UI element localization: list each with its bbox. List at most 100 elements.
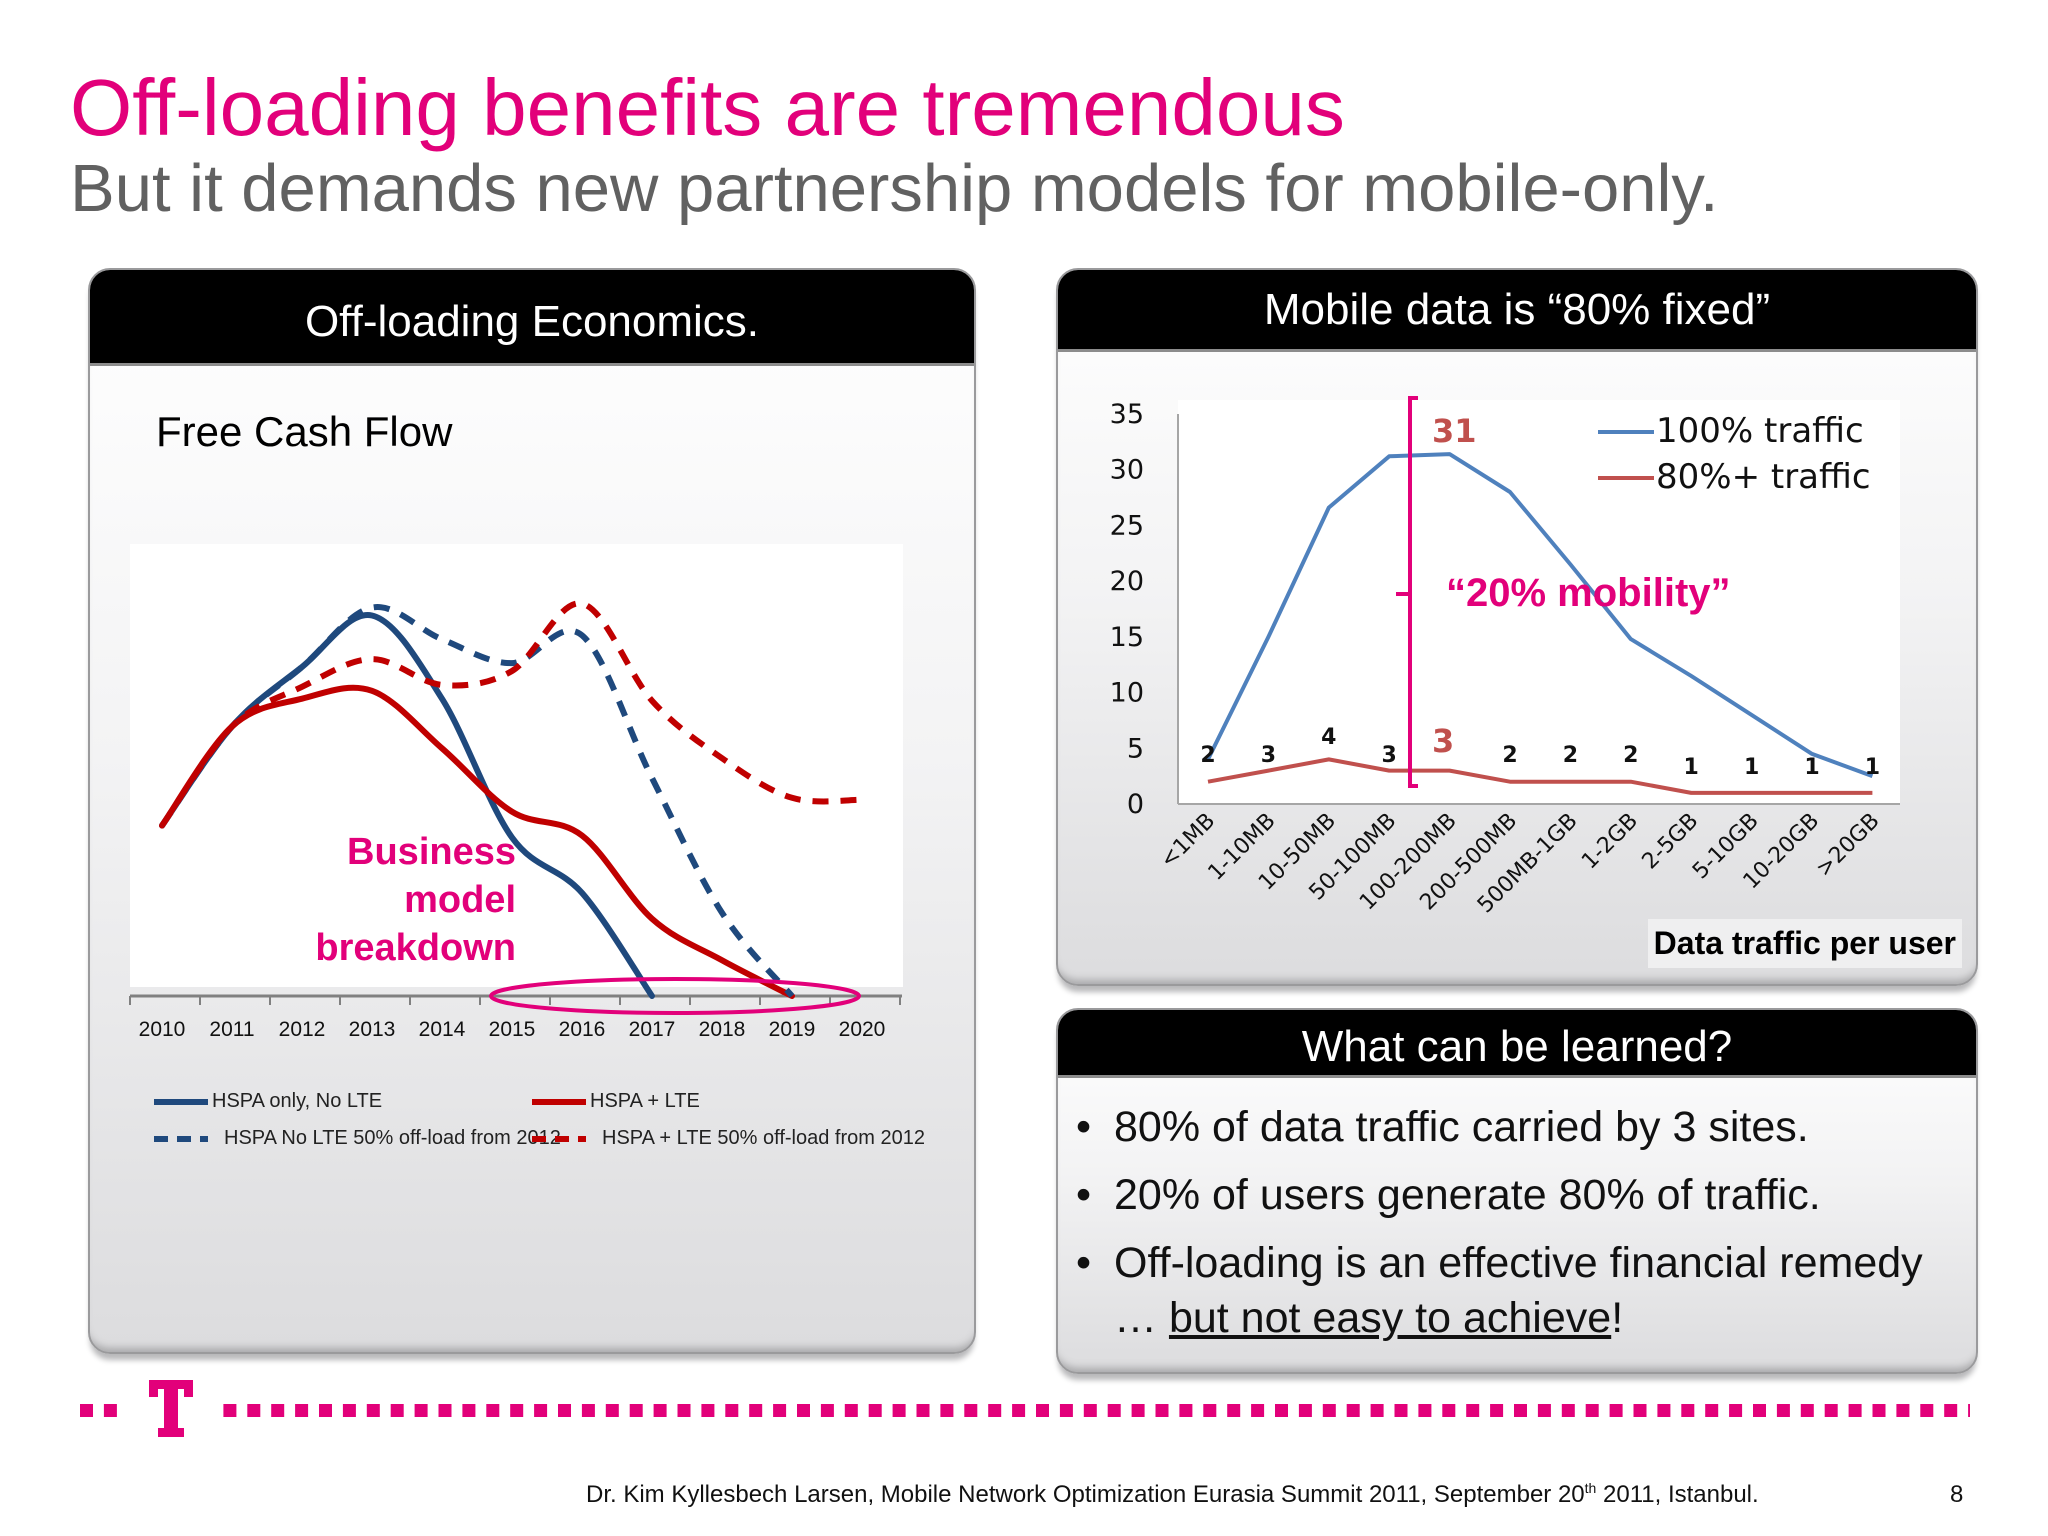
mobile-data-panel: Mobile data is “80% fixed” 0 5 10 15 20 25 30 3… [1056,268,1978,986]
brand-dot [1633,1404,1647,1417]
lesson-item: 80% of data traffic carried by 3 sites. [1072,1100,1952,1155]
brand-dot [1418,1404,1432,1417]
free-cash-flow-chart: 2010 2011 2012 2013 2014 2015 2016 2017 2018 2019… [129,600,902,1041]
brand-dot [271,1404,285,1417]
data-label: 3 [1382,743,1397,768]
legend-label: 100% traffic [1656,411,1864,451]
data-label: 2 [1563,743,1578,768]
series-line [159,600,863,828]
brand-dot [1848,1404,1862,1417]
brand-dot [1561,1404,1575,1417]
brand-dot [844,1404,858,1417]
x-tick-label: 2013 [349,1018,396,1041]
lesson-item: Off-loading is an effective financial re… [1072,1236,1952,1346]
y-tick-label: 35 [1110,399,1144,430]
brand-dot [1442,1404,1456,1417]
data-label: 2 [1200,743,1215,768]
brand-dot [1322,1404,1336,1417]
brand-dot [1729,1404,1743,1417]
x-tick-label: 2016 [559,1018,606,1041]
legend-label: 80%+ traffic [1656,457,1871,497]
what-can-be-learned-panel: What can be learned? 80% of data traffic… [1056,1008,1978,1374]
brand-dot [701,1404,715,1417]
data-traffic-per-user-label: Data traffic per user [1647,919,1962,968]
brand-dot [462,1404,476,1417]
data-label: 1 [1684,755,1699,780]
brand-dot [868,1404,882,1417]
footer-superscript: th [1584,1480,1597,1496]
traffic-plot-area [1178,400,1900,804]
brand-dot [1227,1404,1241,1417]
brand-dot [247,1404,261,1417]
brand-dot [1776,1404,1790,1417]
brand-dot [438,1404,452,1417]
brand-dot [1537,1404,1551,1417]
data-label: 4 [1321,725,1336,750]
brand-dot [1753,1404,1766,1417]
legend-label: HSPA only, No LTE [212,1090,383,1112]
x-tick-label: 2010 [139,1018,186,1041]
brand-dot [629,1404,643,1417]
legend-item: HSPA only, No LTE [152,1090,382,1113]
t-logo-icon [149,1380,193,1437]
brand-dot [988,1404,1002,1417]
brand-dot [1824,1404,1838,1417]
x-tick-label: 2018 [699,1018,746,1041]
y-tick-label: 15 [1110,622,1144,653]
brand-dot [1514,1404,1527,1417]
data-label: 2 [1502,743,1517,768]
x-tick-label: 2014 [419,1018,466,1041]
brand-dot [342,1404,356,1417]
brand-dot [390,1404,404,1417]
brand-dot [1179,1404,1193,1417]
brand-dot [1466,1404,1480,1417]
brand-dotted-line [80,1404,1970,1417]
brand-dot [1083,1404,1097,1417]
mobility-note: “20% mobility” [1446,571,1731,615]
brand-dot [223,1404,237,1417]
x-tick-label: 2012 [279,1018,326,1041]
brand-dot [1059,1404,1073,1417]
brand-dot [1657,1404,1671,1417]
x-tick-label: 2015 [489,1018,536,1041]
what-can-be-learned-header: What can be learned? [1058,1010,1976,1078]
brand-dot [1681,1404,1695,1417]
breakdown-line-1: Business [347,831,516,873]
brand-dot [319,1404,332,1417]
y-tick-label: 20 [1110,566,1144,597]
brand-dot [414,1404,428,1417]
footer-text: Dr. Kim Kyllesbech Larsen, Mobile Networ… [586,1481,1585,1508]
brand-dot [1609,1404,1623,1417]
legend-swatch [532,1135,586,1142]
brand-dot [1131,1404,1145,1417]
footer-text-end: 2011, Istanbul. [1596,1481,1759,1508]
y-tick-label: 30 [1110,455,1144,486]
brand-dot [1872,1404,1886,1417]
bracket-top-value: 31 [1432,412,1477,450]
breakdown-line-2: model [404,879,516,921]
brand-dot [558,1404,571,1417]
page-number: 8 [1950,1481,1964,1508]
brand-dot [653,1404,667,1417]
brand-dot [1800,1404,1814,1417]
slide-subtitle: But it demands new partnership models fo… [70,151,1719,226]
legend-item: HSPA + LTE [530,1090,700,1113]
slide-title: Off-loading benefits are tremendous [70,63,1345,152]
brand-dot [605,1404,619,1417]
brand-dot [486,1404,500,1417]
brand-dot [1155,1404,1169,1417]
brand-dot [1275,1404,1288,1417]
x-tick-label: 2017 [629,1018,676,1041]
brand-dot [725,1404,739,1417]
y-tick-label: 25 [1110,510,1144,541]
brand-dot [964,1404,978,1417]
brand-dot [1251,1404,1265,1417]
breakdown-line-3: breakdown [315,927,516,969]
brand-dot [534,1404,548,1417]
x-tick-label: >20GB [1811,809,1884,882]
brand-dot [1036,1404,1049,1417]
brand-dot [1012,1404,1026,1417]
x-tick-label: 2020 [839,1018,886,1041]
legend-swatch [154,1135,208,1142]
data-label: 1 [1744,755,1759,780]
